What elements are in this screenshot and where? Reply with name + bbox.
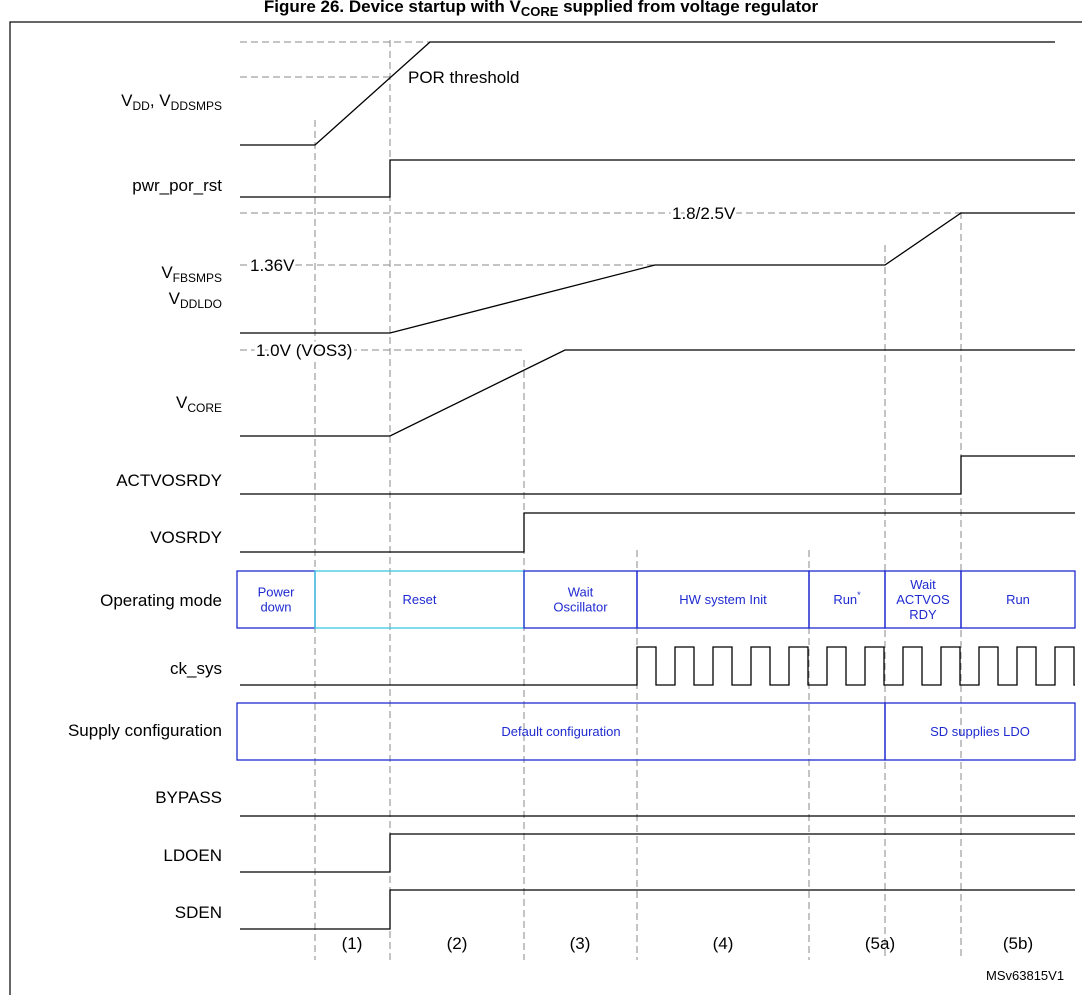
label-text: BYPASS: [155, 788, 222, 807]
signal-label: Operating mode: [100, 591, 222, 610]
mode-label: Power: [258, 585, 296, 600]
ck-sys-waveform: [240, 646, 1075, 686]
label-text: V: [121, 91, 133, 110]
annotation: 1.36V: [250, 256, 295, 275]
supply-label: SD supplies LDO: [930, 724, 1030, 739]
mode-text: ACTVOS: [896, 592, 950, 607]
label-subscript: DDLDO: [180, 297, 222, 311]
label-text: V: [169, 289, 181, 308]
mode-text: down: [260, 600, 291, 615]
annotation: 1.0V (VOS3): [256, 341, 352, 360]
actvosrdy-waveform: [240, 455, 1075, 495]
label-text: Operating mode: [100, 591, 222, 610]
mode-text: RDY: [909, 607, 937, 622]
label-subscript: DDSMPS: [171, 99, 222, 113]
signal-label: VOSRDY: [150, 528, 222, 547]
signal-label: VDDLDO: [169, 289, 222, 311]
signal-label: pwr_por_rst: [132, 176, 222, 195]
signal-label: ACTVOSRDY: [116, 471, 222, 490]
label-text: pwr_por_rst: [132, 176, 222, 195]
mode-label: Run*: [833, 590, 861, 607]
sden-waveform: [240, 889, 1075, 930]
mode-label: Wait: [910, 577, 936, 592]
label-text: ACTVOSRDY: [116, 471, 222, 490]
label-text: LDOEN: [163, 846, 222, 865]
signal-label: VCORE: [176, 393, 222, 415]
phase-label: (2): [447, 934, 468, 953]
mode-superscript: *: [857, 590, 861, 600]
mode-label: Oscillator: [553, 600, 608, 615]
mode-label: Wait: [568, 585, 594, 600]
mode-text: Wait: [910, 577, 936, 592]
phase-label: (5b): [1003, 934, 1033, 953]
vcore-waveform: [240, 349, 1075, 437]
por-rst-waveform: [240, 159, 1075, 198]
signal-label: SDEN: [175, 903, 222, 922]
label-text: V: [161, 263, 173, 282]
mode-label: Reset: [403, 592, 437, 607]
title: Figure 26. Device startup with VCORE sup…: [264, 0, 819, 19]
label-text: VOSRDY: [150, 528, 222, 547]
mode-text: HW system Init: [679, 592, 767, 607]
mode-label: Run: [1006, 592, 1030, 607]
mode-text: Power: [258, 585, 296, 600]
label-text: SDEN: [175, 903, 222, 922]
mode-label: HW system Init: [679, 592, 767, 607]
mode-label: RDY: [909, 607, 937, 622]
phase-label: (5a): [865, 934, 895, 953]
figure-id: MSv63815V1: [986, 968, 1064, 983]
annotation: POR threshold: [408, 68, 520, 87]
label-text: V: [176, 393, 188, 412]
mode-text: Run: [833, 592, 857, 607]
label-text: , V: [150, 91, 171, 110]
signal-label: VFBSMPS: [161, 263, 222, 285]
label-subscript: DD: [133, 99, 151, 113]
supply-box: [884, 702, 1076, 761]
annotation: 1.8/2.5V: [672, 204, 736, 223]
phase-label: (4): [713, 934, 734, 953]
signal-label: Supply configuration: [68, 721, 222, 740]
supply-label: Default configuration: [501, 724, 620, 739]
title-sub: CORE: [521, 4, 559, 19]
mode-text: Run: [1006, 592, 1030, 607]
mode-text: Wait: [568, 585, 594, 600]
ldoen-waveform: [240, 833, 1075, 873]
signal-label: BYPASS: [155, 788, 222, 807]
label-text: Supply configuration: [68, 721, 222, 740]
mode-text: Reset: [403, 592, 437, 607]
mode-text: Oscillator: [553, 600, 608, 615]
vosrdy-waveform: [240, 512, 1075, 553]
title-text: supplied from voltage regulator: [558, 0, 818, 16]
signal-label: VDD, VDDSMPS: [121, 91, 222, 113]
vdd-waveform: [240, 41, 1055, 146]
signal-label: LDOEN: [163, 846, 222, 865]
mode-label: ACTVOS: [896, 592, 950, 607]
vfb-waveform: [240, 212, 1075, 334]
mode-box: [960, 570, 1076, 629]
title-text: Figure 26. Device startup with V: [264, 0, 522, 16]
frame: [9, 21, 1082, 995]
mode-label: down: [260, 600, 291, 615]
label-subscript: CORE: [187, 401, 222, 415]
phase-label: (1): [342, 934, 363, 953]
label-subscript: FBSMPS: [173, 271, 222, 285]
signal-label: ck_sys: [170, 659, 222, 678]
label-text: ck_sys: [170, 659, 222, 678]
phase-label: (3): [570, 934, 591, 953]
